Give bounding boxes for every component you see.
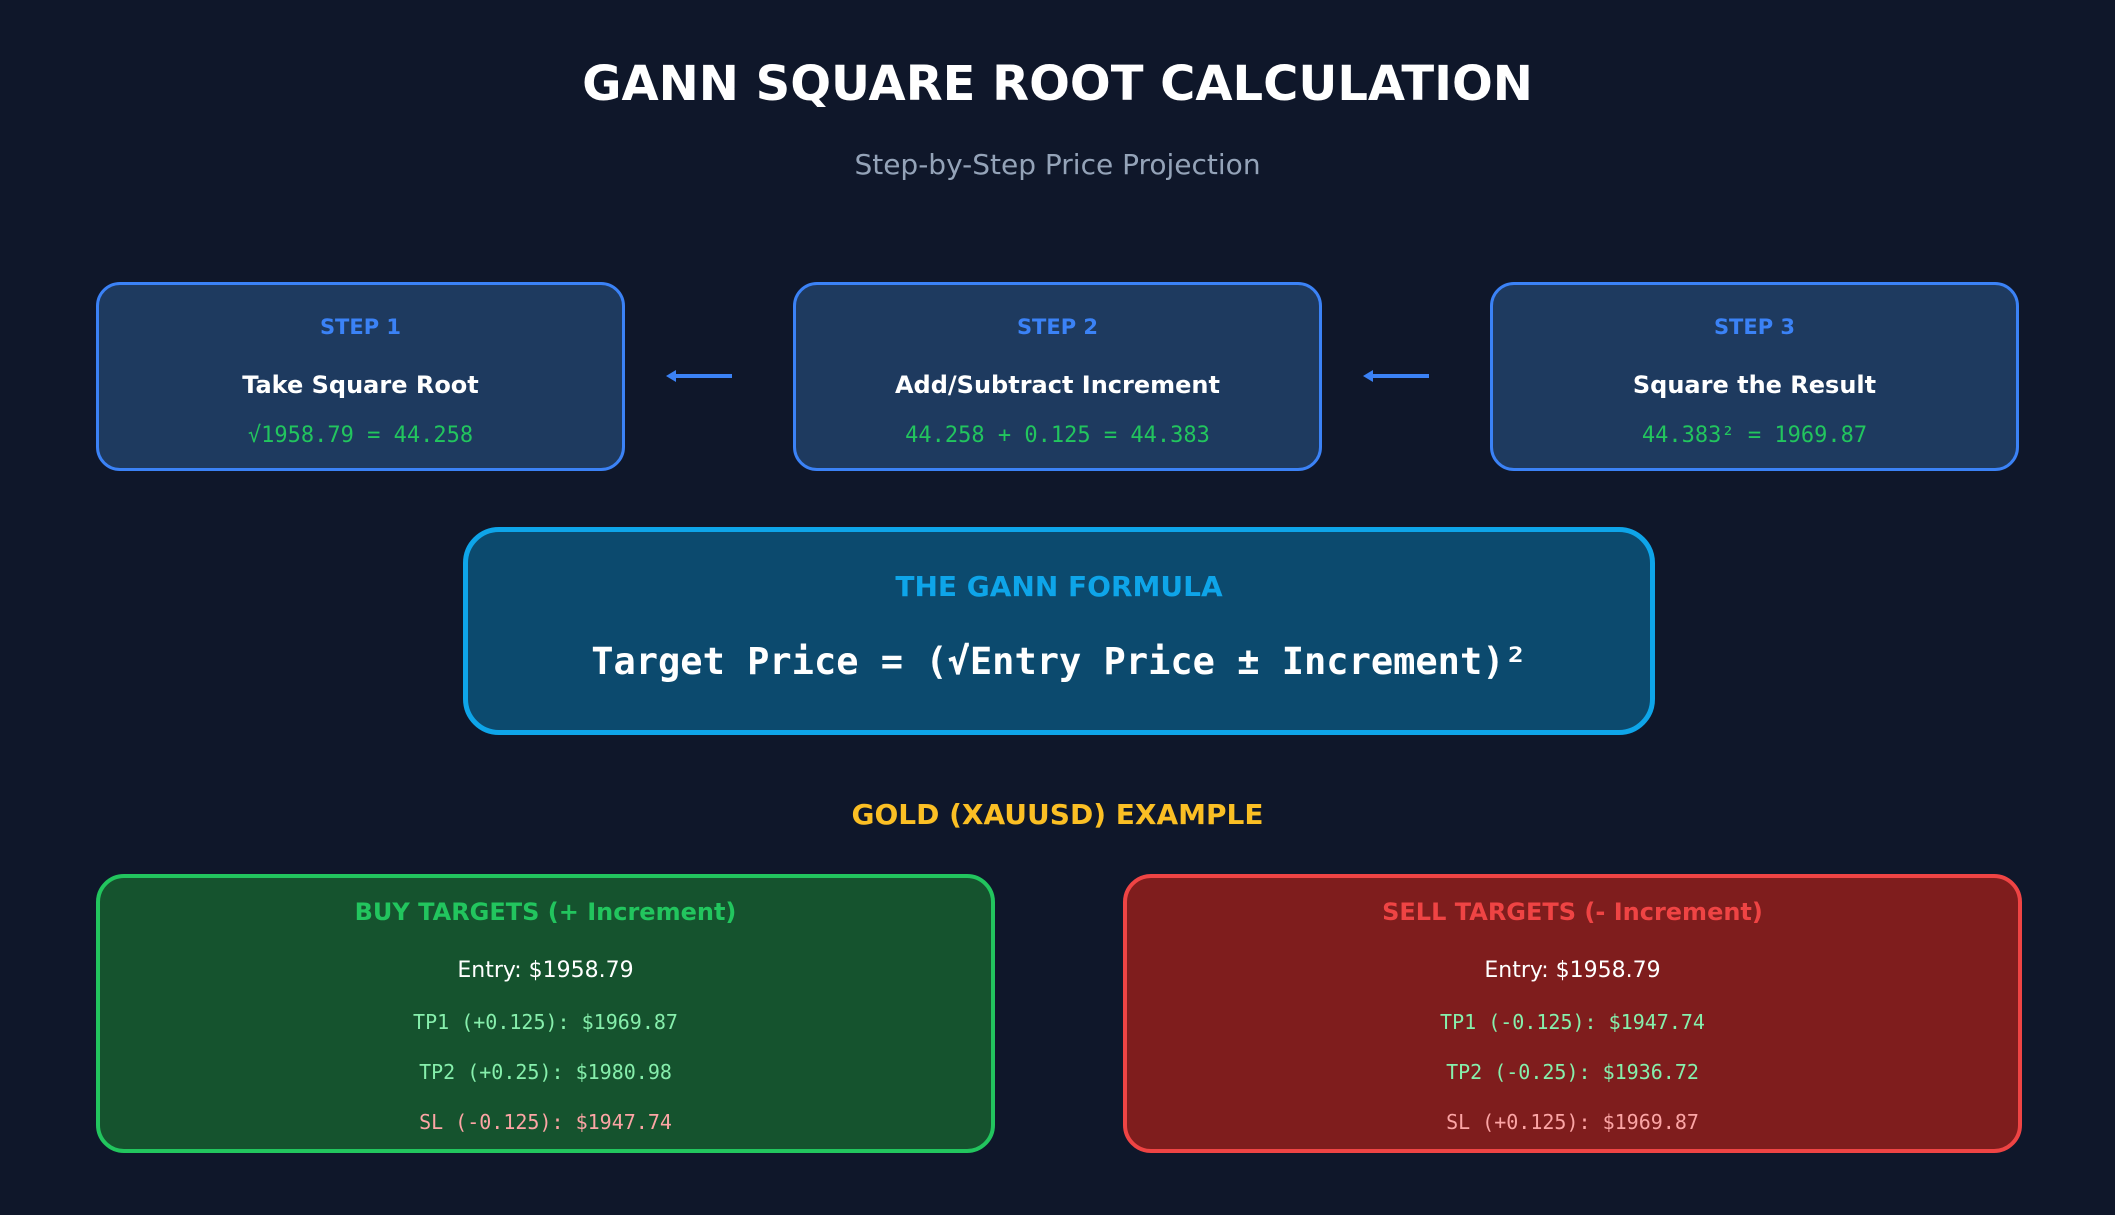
step-title: Square the Result — [1632, 371, 1877, 399]
step-2-box: STEP 2 Add/Subtract Increment 44.258 + 0… — [793, 282, 1322, 471]
step-title: Add/Subtract Increment — [894, 371, 1220, 399]
buy-entry: Entry: $1958.79 — [457, 958, 634, 983]
step-3-box: STEP 3 Square the Result 44.383² = 1969.… — [1490, 282, 2019, 471]
step-label: STEP 1 — [319, 315, 402, 339]
step-label: STEP 3 — [1713, 315, 1796, 339]
arrow-left-icon — [1363, 370, 1429, 382]
sell-targets-box: SELL TARGETS (- Increment) Entry: $1958.… — [1123, 874, 2022, 1153]
sell-tp2: TP2 (-0.25): $1936.72 — [1446, 1060, 1699, 1084]
buy-tp2: TP2 (+0.25): $1980.98 — [419, 1060, 672, 1084]
sell-tp1: TP1 (-0.125): $1947.74 — [1440, 1010, 1705, 1034]
step-equation: 44.383² = 1969.87 — [1641, 423, 1868, 448]
formula-box: THE GANN FORMULA Target Price = (√Entry … — [463, 527, 1655, 735]
formula-title: THE GANN FORMULA — [895, 570, 1223, 603]
example-title: GOLD (XAUUSD) EXAMPLE — [851, 798, 1264, 831]
buy-title: BUY TARGETS (+ Increment) — [354, 898, 737, 926]
step-equation: 44.258 + 0.125 = 44.383 — [905, 423, 1210, 448]
step-equation: √1958.79 = 44.258 — [247, 423, 474, 448]
buy-tp1: TP1 (+0.125): $1969.87 — [413, 1010, 678, 1034]
buy-targets-box: BUY TARGETS (+ Increment) Entry: $1958.7… — [96, 874, 995, 1153]
buy-sl: SL (-0.125): $1947.74 — [419, 1110, 672, 1134]
arrow-left-icon — [666, 370, 732, 382]
formula-expression: Target Price = (√Entry Price ± Increment… — [591, 640, 1527, 683]
sell-entry: Entry: $1958.79 — [1484, 958, 1661, 983]
page-title: GANN SQUARE ROOT CALCULATION — [582, 56, 1533, 112]
step-title: Take Square Root — [242, 371, 479, 399]
sell-sl: SL (+0.125): $1969.87 — [1446, 1110, 1699, 1134]
step-label: STEP 2 — [1016, 315, 1099, 339]
step-1-box: STEP 1 Take Square Root √1958.79 = 44.25… — [96, 282, 625, 471]
sell-title: SELL TARGETS (- Increment) — [1382, 898, 1763, 926]
page-subtitle: Step-by-Step Price Projection — [854, 148, 1261, 181]
